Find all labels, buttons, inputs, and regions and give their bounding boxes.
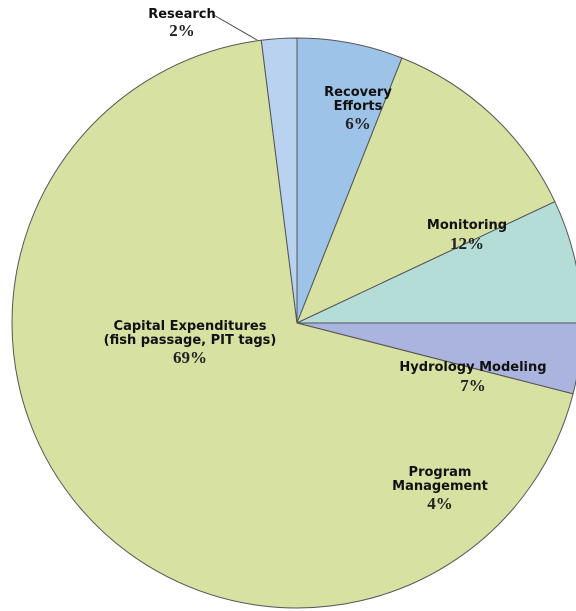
value-label: 6% [345,114,371,134]
category-name: Program Management [392,465,488,494]
slice-label: Program Management 4% [384,466,496,513]
category-name: Capital Expenditures (fish passage, PIT … [103,319,277,348]
pie-slice [11,39,574,609]
value-label: 69% [173,348,207,368]
value-label: 4% [427,494,453,514]
slice-label: Hydrology Modeling 7% [373,361,573,394]
pie-slice [296,200,576,324]
category-name: Research [148,7,216,22]
pie-slice [296,57,556,324]
category-name: Hydrology Modeling [399,360,547,375]
slice-label: Recovery Efforts 6% [318,86,398,133]
value-label: 7% [460,375,486,395]
slice-label: Research 2% [122,8,242,39]
category-name: Recovery Efforts [324,85,392,114]
pie-slice [260,37,298,324]
value-label: 12% [450,233,484,253]
value-label: 2% [169,20,195,40]
slice-label: Capital Expenditures (fish passage, PIT … [96,320,284,367]
leader-line [211,13,258,41]
slice-label: Monitoring 12% [367,219,567,252]
category-name: Monitoring [426,218,508,233]
